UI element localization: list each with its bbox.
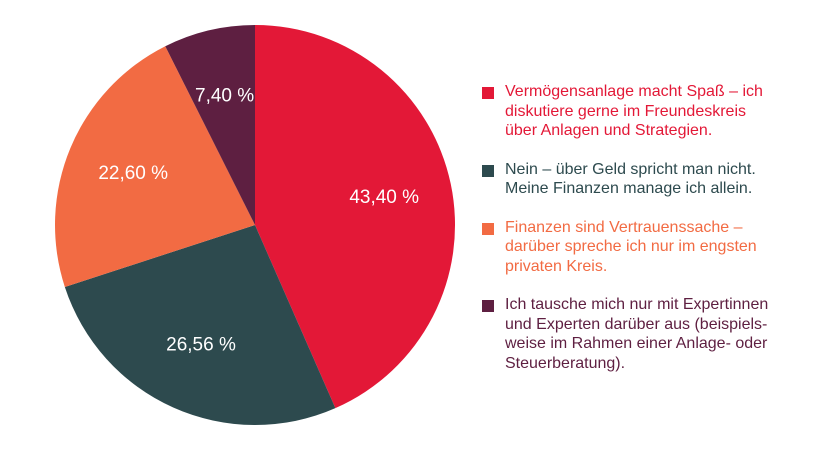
- legend-label: Ich tausche mich nur mit Expertinnen und…: [505, 296, 769, 372]
- legend-label: Finanzen sind Vertrauenssache – darüber …: [505, 218, 757, 275]
- legend-swatch: [482, 222, 494, 235]
- legend-swatch: [482, 300, 494, 312]
- legend-label: Nein – über Geld spricht man nicht. Mein…: [505, 160, 756, 198]
- legend-item-3: Finanzen sind Vertrauenssache – darüber …: [482, 218, 832, 277]
- legend-item-2: Nein – über Geld spricht man nicht. Mein…: [482, 160, 832, 199]
- legend-item-1: Vermögensanlage macht Spaß – ich diskuti…: [482, 82, 832, 141]
- pie-value-labels: 43,40 % 26,56 % 22,60 % 7,40 %: [98, 86, 419, 356]
- pie-value-label-1: 43,40 %: [349, 187, 419, 208]
- legend-item-4: Ich tausche mich nur mit Expertinnen und…: [482, 295, 832, 373]
- pie-value-label-3: 22,60 %: [98, 163, 168, 184]
- chart-legend: Vermögensanlage macht Spaß – ich diskuti…: [482, 82, 832, 392]
- legend-label: Vermögensanlage macht Spaß – ich diskuti…: [505, 83, 763, 139]
- pie-slice-2: [64, 225, 336, 426]
- pie-slice-4: [165, 25, 255, 225]
- pie-slices: [55, 25, 456, 426]
- legend-swatch: [482, 164, 494, 177]
- pie-slice-1: [255, 25, 456, 409]
- legend-swatch: [482, 87, 494, 99]
- pie-value-label-2: 26,56 %: [166, 335, 236, 356]
- pie-value-label-4: 7,40 %: [195, 86, 254, 107]
- pie-slice-3: [55, 46, 256, 287]
